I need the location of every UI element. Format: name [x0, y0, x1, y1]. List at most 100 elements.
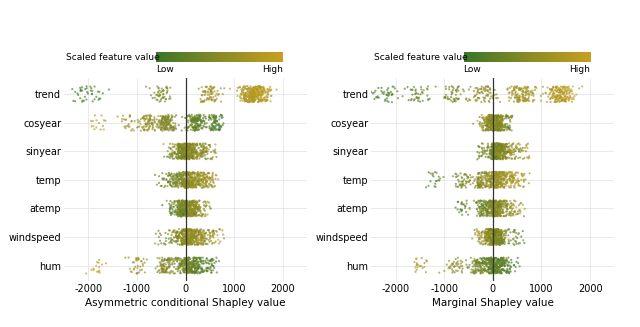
Point: [193, 116, 203, 121]
Point: [483, 209, 493, 214]
Point: [477, 122, 487, 128]
Point: [474, 237, 484, 242]
Point: [481, 123, 491, 128]
Point: [472, 92, 482, 97]
Point: [182, 270, 193, 275]
Point: [257, 97, 268, 103]
Point: [180, 261, 191, 266]
Point: [493, 268, 503, 273]
Point: [193, 233, 204, 238]
Point: [154, 234, 164, 240]
Point: [177, 230, 187, 235]
Point: [515, 85, 525, 91]
Point: [239, 93, 249, 98]
Point: [241, 98, 252, 103]
Point: [193, 259, 204, 264]
Point: [195, 240, 205, 245]
Point: [181, 207, 191, 213]
Point: [481, 237, 491, 242]
Point: [163, 180, 173, 185]
Point: [488, 126, 499, 131]
Point: [489, 198, 499, 203]
Point: [492, 117, 502, 122]
Point: [484, 119, 495, 124]
Point: [159, 154, 169, 159]
Point: [428, 172, 438, 178]
Point: [198, 235, 209, 241]
Point: [416, 84, 426, 90]
Point: [487, 239, 497, 244]
Point: [493, 227, 503, 232]
Point: [170, 151, 180, 157]
Point: [485, 96, 495, 101]
Point: [492, 232, 502, 237]
Point: [196, 237, 206, 242]
Point: [207, 184, 217, 189]
Point: [492, 227, 502, 232]
Point: [382, 96, 392, 101]
Point: [488, 203, 498, 208]
Point: [487, 229, 497, 234]
Point: [488, 198, 499, 203]
Point: [506, 269, 516, 274]
Point: [188, 265, 198, 270]
Point: [564, 93, 575, 98]
Point: [182, 173, 192, 178]
Point: [497, 145, 508, 150]
Point: [178, 179, 188, 184]
Point: [487, 181, 497, 186]
Point: [182, 230, 193, 235]
Point: [491, 226, 501, 232]
Point: [214, 127, 224, 132]
Point: [490, 123, 500, 129]
Point: [484, 266, 495, 271]
Point: [181, 209, 191, 215]
Point: [474, 183, 484, 188]
Point: [499, 198, 509, 204]
Point: [444, 266, 454, 271]
Point: [177, 232, 188, 237]
Point: [491, 113, 501, 119]
Point: [417, 265, 428, 270]
Point: [172, 142, 182, 147]
Point: [188, 176, 198, 181]
Point: [479, 267, 489, 273]
Point: [257, 85, 267, 91]
Point: [184, 227, 194, 232]
Point: [477, 145, 487, 150]
Point: [477, 128, 488, 133]
Point: [192, 150, 202, 155]
Point: [415, 99, 425, 104]
Point: [507, 93, 517, 98]
Point: [486, 184, 497, 190]
Point: [490, 265, 500, 270]
Point: [171, 173, 181, 178]
Point: [259, 88, 269, 93]
Point: [478, 229, 488, 234]
Point: [491, 120, 501, 126]
Point: [187, 209, 197, 214]
Point: [509, 236, 519, 241]
Point: [236, 87, 246, 92]
Point: [490, 209, 500, 215]
Point: [490, 156, 500, 162]
Point: [503, 241, 513, 246]
Point: [497, 199, 508, 204]
Point: [511, 259, 522, 265]
Point: [475, 184, 485, 189]
Point: [470, 266, 481, 271]
Point: [494, 157, 504, 162]
Point: [186, 237, 196, 242]
Point: [186, 228, 196, 233]
Point: [205, 177, 216, 182]
Point: [183, 214, 193, 219]
Point: [487, 268, 497, 273]
Point: [470, 269, 480, 275]
Point: [443, 96, 453, 101]
Point: [259, 87, 269, 92]
Point: [480, 117, 490, 122]
Point: [184, 262, 195, 267]
Point: [245, 91, 255, 96]
Point: [483, 200, 493, 205]
Point: [208, 180, 218, 185]
